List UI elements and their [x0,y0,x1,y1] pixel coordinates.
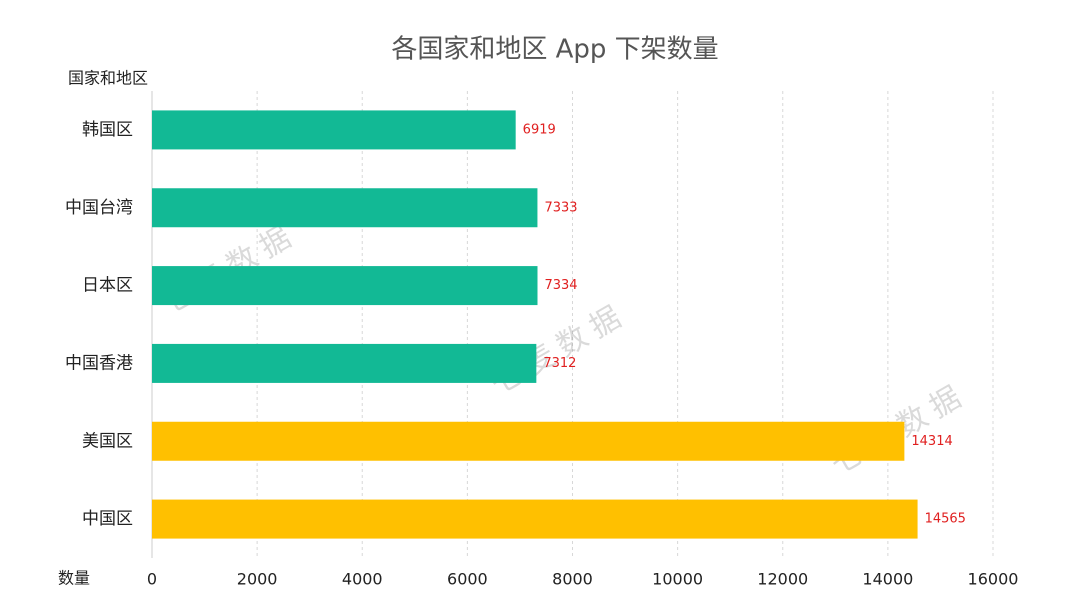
x-tick-label: 14000 [862,570,913,589]
value-label: 14565 [925,512,966,527]
x-axis-label: 数量 [58,569,90,588]
x-tick-label: 2000 [237,570,278,589]
y-tick-label: 日本区 [82,276,133,296]
x-tick-label: 4000 [342,570,383,589]
value-label: 6919 [523,122,556,137]
x-tick-label: 12000 [757,570,808,589]
y-axis-label: 国家和地区 [68,69,148,88]
x-tick-label: 8000 [552,570,593,589]
bar [152,266,538,306]
value-label: 7333 [544,200,577,215]
bar [152,188,538,228]
y-tick-label: 美国区 [82,431,133,451]
y-tick-label: 中国区 [82,509,133,529]
bar [152,421,905,461]
bar [152,343,537,383]
x-tick-label: 0 [147,570,157,589]
chart-title: 各国家和地区 App 下架数量 [391,35,718,65]
value-label: 7334 [544,278,577,293]
value-label: 14314 [911,434,952,449]
y-tick-label: 韩国区 [82,120,133,140]
x-tick-label: 6000 [447,570,488,589]
y-tick-label: 中国台湾 [65,198,133,218]
bar [152,499,918,539]
x-tick-label: 16000 [968,570,1019,589]
y-tick-label: 中国香港 [65,353,133,373]
value-label: 7312 [543,356,576,371]
bar [152,110,516,150]
x-tick-label: 10000 [652,570,703,589]
